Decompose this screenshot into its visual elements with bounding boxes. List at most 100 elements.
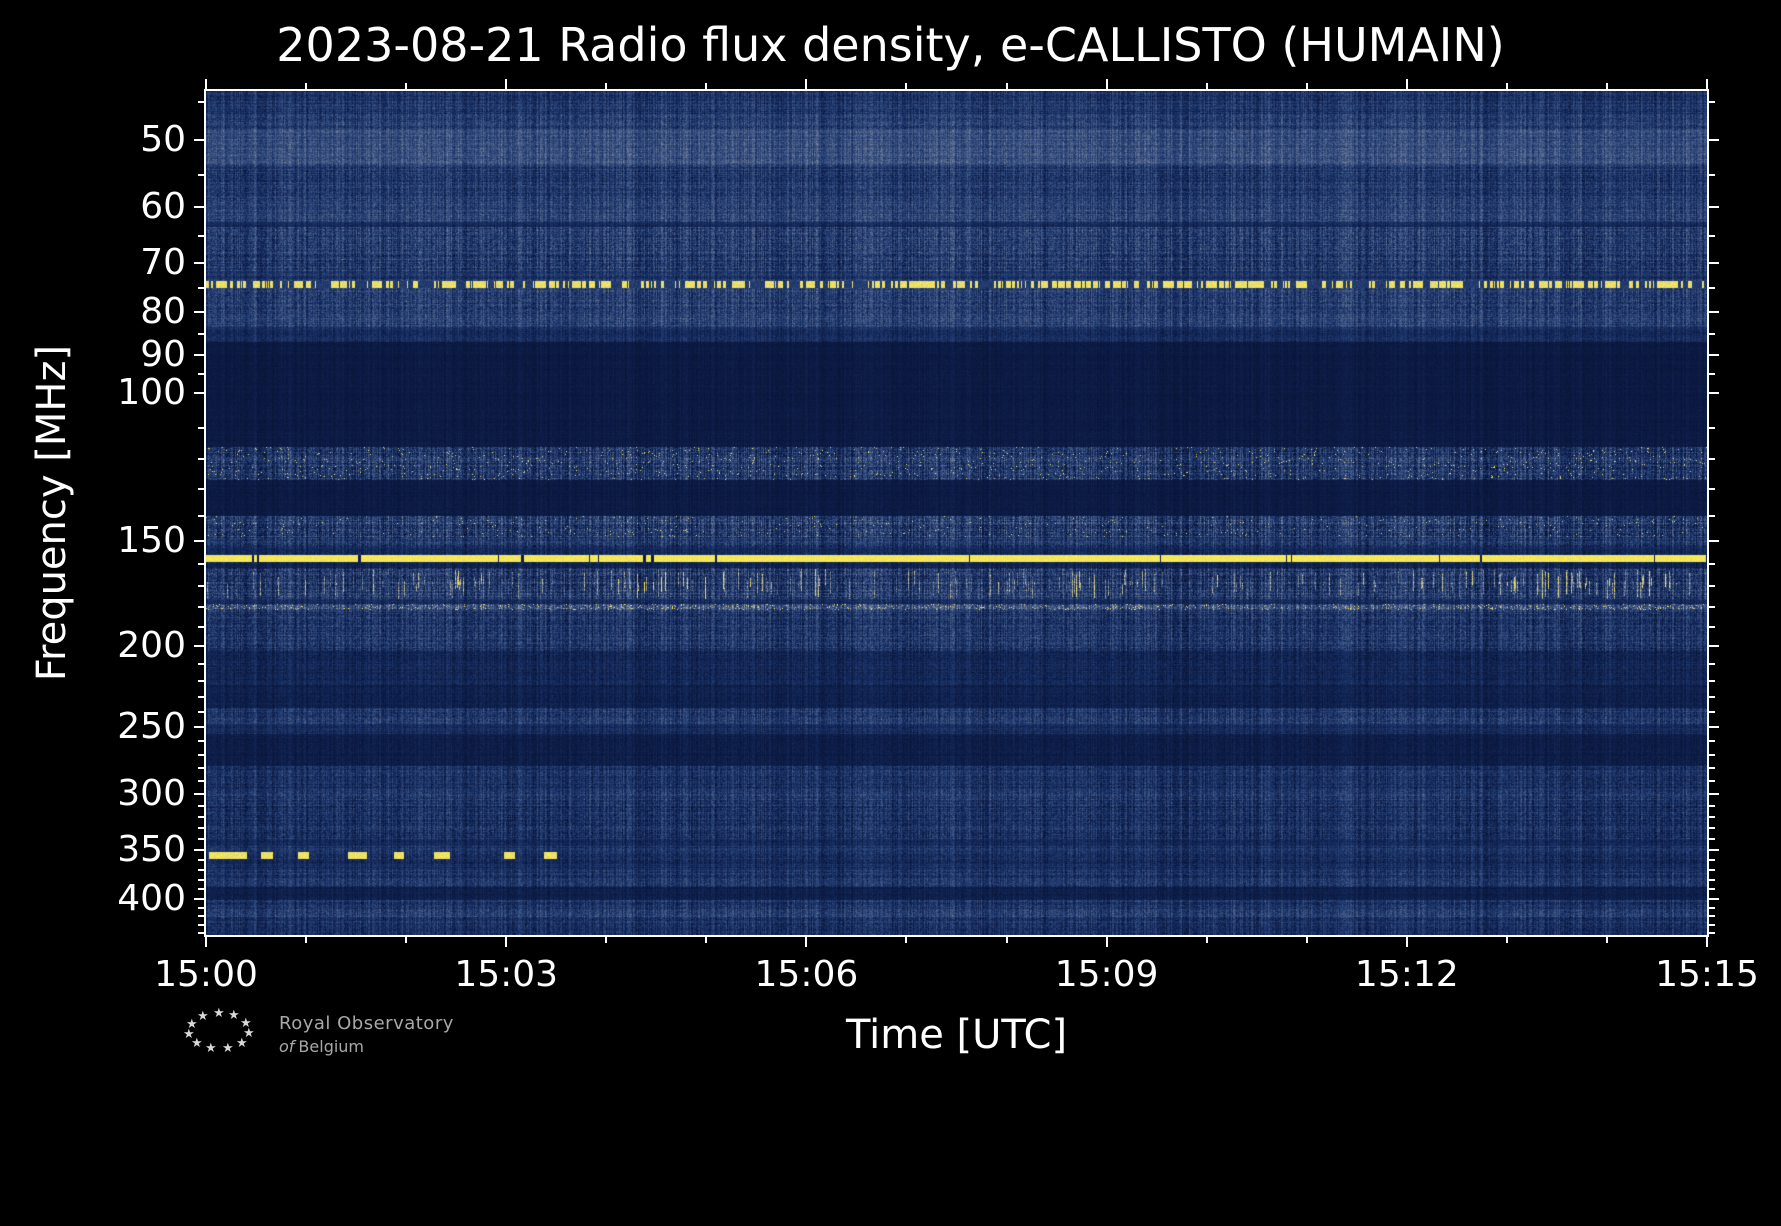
x-tick-mark (1706, 937, 1708, 947)
x-minor-tick-mark (605, 937, 608, 943)
y-tick-label: 250 (117, 706, 186, 748)
y-minor-tick-mark-right (1709, 804, 1715, 807)
star-icon: ★ (236, 1036, 248, 1051)
y-tick-label: 200 (117, 624, 186, 666)
y-minor-tick-mark-right (1709, 888, 1715, 891)
y-tick-mark (194, 391, 204, 394)
y-minor-tick-mark-right (1709, 373, 1715, 376)
logo-text: Royal Observatory of Belgium (279, 1013, 454, 1056)
y-minor-tick-mark-right (1709, 679, 1715, 682)
y-minor-tick-mark (198, 373, 204, 376)
y-minor-tick-mark-right (1709, 816, 1715, 819)
spectrogram-heatmap (206, 91, 1707, 935)
y-minor-tick-mark (198, 711, 204, 714)
y-tick-mark (194, 726, 204, 729)
y-tick-mark (194, 539, 204, 542)
y-minor-tick-mark (198, 838, 204, 841)
y-minor-tick-mark-right (1709, 585, 1715, 588)
y-minor-tick-mark-right (1709, 662, 1715, 665)
logo-text-belgium: Belgium (298, 1037, 365, 1056)
y-minor-tick-mark (198, 626, 204, 629)
x-tick-mark-top (205, 79, 207, 89)
logo-text-line1: Royal Observatory (279, 1013, 454, 1034)
y-minor-tick-mark-right (1709, 780, 1715, 783)
y-minor-tick-mark-right (1709, 827, 1715, 830)
y-minor-tick-mark-right (1709, 332, 1715, 335)
y-minor-tick-mark (198, 888, 204, 891)
y-minor-tick-mark (198, 695, 204, 698)
x-tick-label: 15:15 (1655, 954, 1759, 995)
y-tick-mark-right (1709, 391, 1719, 394)
y-tick-mark (194, 848, 204, 851)
y-tick-label: 100 (117, 371, 186, 413)
y-minor-tick-mark (198, 606, 204, 609)
y-tick-mark (194, 205, 204, 208)
y-minor-tick-mark-right (1709, 458, 1715, 461)
y-minor-tick-mark-right (1709, 173, 1715, 176)
y-minor-tick-mark (198, 827, 204, 830)
x-axis-label: Time [UTC] (845, 1012, 1068, 1058)
y-minor-tick-mark (198, 426, 204, 429)
y-tick-label: 80 (140, 290, 186, 332)
y-tick-mark (194, 261, 204, 264)
y-minor-tick-mark (198, 923, 204, 926)
y-tick-mark (194, 897, 204, 900)
y-tick-label: 50 (140, 119, 186, 161)
y-minor-tick-mark-right (1709, 100, 1715, 103)
x-minor-tick-mark-top (1505, 83, 1508, 89)
x-minor-tick-mark (905, 937, 908, 943)
y-minor-tick-mark (198, 767, 204, 770)
x-tick-label: 15:00 (154, 954, 258, 995)
y-minor-tick-mark (198, 915, 204, 918)
y-minor-tick-mark-right (1709, 426, 1715, 429)
y-minor-tick-mark (198, 514, 204, 517)
y-tick-mark-right (1709, 261, 1719, 264)
x-minor-tick-mark-top (1305, 83, 1308, 89)
y-tick-mark (194, 310, 204, 313)
x-tick-mark-top (1105, 79, 1108, 89)
x-tick-mark (805, 937, 808, 947)
x-tick-mark-top (1706, 79, 1708, 89)
star-icon: ★ (228, 1008, 240, 1023)
y-tick-mark (194, 139, 204, 142)
y-minor-tick-mark-right (1709, 932, 1715, 935)
x-minor-tick-mark (1205, 937, 1208, 943)
logo-text-line2: of Belgium (279, 1037, 454, 1056)
x-minor-tick-mark (1505, 937, 1508, 943)
rob-logo: ★ ★ ★ ★ ★ ★ ★ ★ ★ ★ ★ Royal Observatory … (183, 1003, 513, 1073)
y-minor-tick-mark-right (1709, 287, 1715, 289)
x-minor-tick-mark-top (1205, 83, 1208, 89)
x-tick-mark-top (1405, 79, 1408, 89)
y-minor-tick-mark-right (1709, 915, 1715, 918)
y-tick-label: 350 (117, 828, 186, 870)
y-minor-tick-mark-right (1709, 514, 1715, 517)
star-icon: ★ (240, 1016, 252, 1031)
star-icon: ★ (222, 1041, 234, 1056)
y-minor-tick-mark (198, 932, 204, 935)
y-tick-label: 150 (117, 519, 186, 561)
logo-text-of: of (279, 1037, 295, 1056)
y-tick-mark (194, 792, 204, 795)
y-tick-mark-right (1709, 848, 1719, 851)
x-tick-mark-top (505, 79, 508, 89)
y-tick-mark-right (1709, 726, 1719, 729)
y-tick-mark-right (1709, 205, 1719, 208)
y-minor-tick-mark (198, 780, 204, 783)
x-tick-mark (205, 937, 207, 947)
y-minor-tick-mark-right (1709, 878, 1715, 881)
x-minor-tick-mark (1305, 937, 1308, 943)
y-tick-label: 90 (140, 333, 186, 375)
x-tick-mark (505, 937, 508, 947)
y-minor-tick-mark (198, 332, 204, 335)
y-minor-tick-mark (198, 859, 204, 862)
x-minor-tick-mark-top (405, 83, 408, 89)
x-minor-tick-mark (1605, 937, 1608, 943)
star-icon: ★ (183, 1027, 195, 1042)
y-tick-mark-right (1709, 792, 1719, 795)
star-icon: ★ (197, 1009, 209, 1024)
x-tick-mark (1105, 937, 1108, 947)
y-minor-tick-mark (198, 816, 204, 819)
y-minor-tick-mark (198, 804, 204, 807)
y-minor-tick-mark (198, 287, 204, 289)
